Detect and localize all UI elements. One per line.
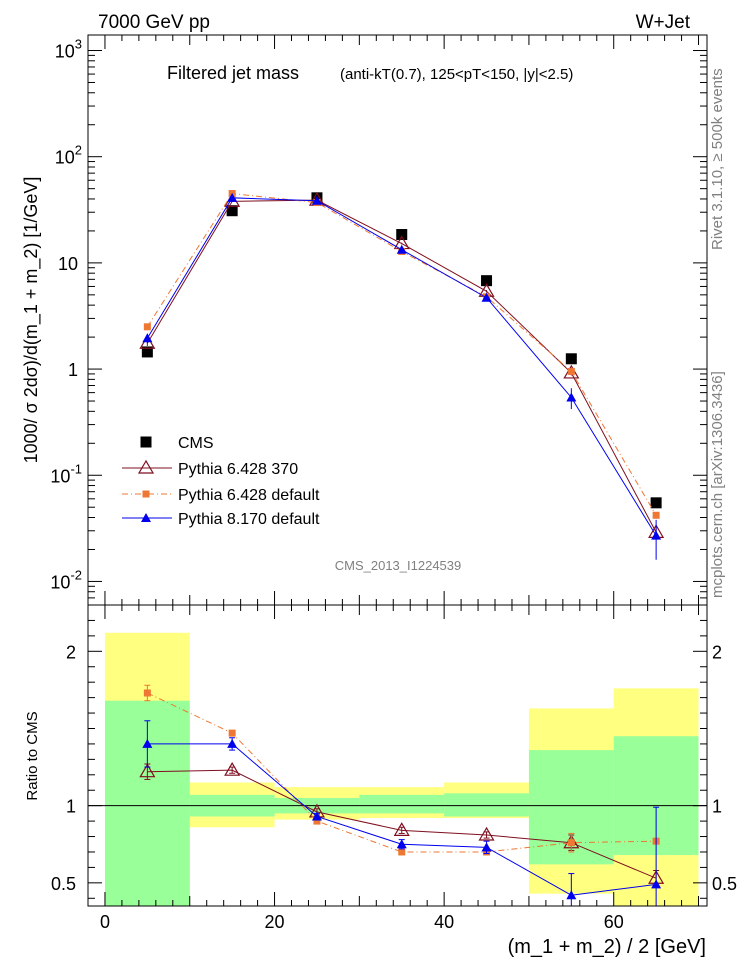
uncertainty-band-green bbox=[444, 793, 529, 817]
ratio-y-tick-label: 1 bbox=[66, 797, 76, 817]
legend-marker bbox=[141, 513, 151, 522]
y-tick-label: 10-2 bbox=[50, 567, 82, 592]
y-tick-label: 10-1 bbox=[50, 461, 82, 486]
chart-subtitle: (anti-kT(0.7), 125<pT<150, |y|<2.5) bbox=[340, 66, 573, 83]
y-axis-label: 1000/ σ 2dσ)/d(m_1 + m_2) [1/GeV] bbox=[21, 177, 42, 464]
ratio-y-tick-label-right: 2 bbox=[712, 642, 722, 662]
ratio-panel-frame bbox=[87, 604, 708, 907]
data-point bbox=[566, 392, 577, 402]
ratio-y-axis-label: Ratio to CMS bbox=[24, 711, 41, 800]
series-pythia-8-170-default bbox=[142, 192, 662, 560]
ratio-y-tick-label-right: 0.5 bbox=[712, 874, 737, 894]
ratio-panel: 0.5 0.51 12 20 20 40 60 bbox=[51, 605, 737, 932]
legend-entry-pythia-6-428-default: Pythia 6.428 default bbox=[122, 487, 320, 504]
y-tick-label: 102 bbox=[55, 143, 82, 168]
x-axis-label: (m_1 + m_2) / 2 [GeV] bbox=[508, 936, 706, 958]
analysis-tag: CMS_2013_I1224539 bbox=[335, 558, 462, 573]
data-point bbox=[143, 323, 151, 331]
data-point bbox=[396, 229, 408, 241]
ratio-data-point bbox=[228, 729, 236, 737]
legend-entry-cms: CMS bbox=[140, 435, 214, 452]
data-point bbox=[565, 353, 577, 365]
y-tick-label: 10 bbox=[58, 254, 78, 274]
legend-marker bbox=[140, 436, 152, 448]
ratio-data-point bbox=[142, 738, 153, 748]
data-point bbox=[651, 530, 662, 540]
ratio-data-point bbox=[224, 761, 241, 776]
ratio-data-point bbox=[567, 839, 575, 847]
collision-energy-label: 7000 GeV pp bbox=[98, 12, 210, 33]
main-panel: 10-2 10-1 1 10 102 103 bbox=[50, 35, 707, 606]
data-point bbox=[396, 244, 407, 254]
ratio-data-point bbox=[478, 826, 495, 841]
legend: CMS Pythia 6.428 370 Pythia 6.428 default P… bbox=[122, 435, 320, 528]
ratio-data-point bbox=[311, 811, 322, 821]
data-point bbox=[142, 333, 153, 343]
rivet-label: Rivet 3.1.10, ≥ 500k events bbox=[709, 68, 726, 250]
ratio-data-point bbox=[313, 817, 321, 825]
data-point bbox=[227, 192, 238, 202]
legend-entry-pythia-6-428-370: Pythia 6.428 370 bbox=[122, 459, 298, 478]
y-tick-label: 103 bbox=[55, 37, 82, 62]
ratio-data-point bbox=[143, 689, 151, 697]
legend-marker bbox=[137, 459, 155, 474]
legend-label: Pythia 6.428 370 bbox=[178, 461, 298, 478]
data-point bbox=[141, 346, 153, 358]
x-tick-label: 0 bbox=[100, 912, 110, 932]
legend-label: CMS bbox=[178, 435, 214, 452]
ratio-series-pythia-8-170-default bbox=[142, 720, 662, 907]
x-tick-label: 20 bbox=[265, 912, 285, 932]
legend-label: Pythia 6.428 default bbox=[178, 487, 320, 504]
data-point bbox=[481, 292, 492, 302]
ratio-y-tick-label-right: 1 bbox=[712, 797, 722, 817]
mcplots-label: mcplots.cern.ch [arXiv:1306.3436] bbox=[709, 371, 726, 598]
ratio-data-point bbox=[566, 890, 577, 900]
legend-marker bbox=[142, 490, 150, 498]
ratio-data-point bbox=[398, 848, 406, 856]
y-tick-label: 1 bbox=[68, 360, 78, 380]
legend-label: Pythia 8.170 default bbox=[178, 511, 320, 528]
ratio-y-tick-label: 0.5 bbox=[51, 874, 76, 894]
ratio-y-tick-label: 2 bbox=[66, 642, 76, 662]
x-tick-label: 40 bbox=[434, 912, 454, 932]
ratio-data-point bbox=[481, 842, 492, 852]
uncertainty-band-green bbox=[359, 794, 445, 814]
x-tick-label: 60 bbox=[604, 912, 624, 932]
process-label: W+Jet bbox=[636, 12, 691, 33]
ratio-data-point bbox=[227, 738, 238, 748]
ratio-data-point bbox=[651, 879, 662, 889]
data-point bbox=[311, 195, 322, 205]
ratio-data-point bbox=[139, 763, 156, 778]
ratio-data-point bbox=[393, 822, 410, 836]
data-point bbox=[481, 275, 493, 287]
data-point bbox=[650, 497, 662, 509]
ratio-data-point bbox=[396, 839, 407, 849]
legend-entry-pythia-8-170-default: Pythia 8.170 default bbox=[122, 511, 320, 528]
data-point bbox=[567, 367, 575, 375]
data-point bbox=[226, 205, 238, 217]
chart-title: Filtered jet mass bbox=[167, 63, 299, 83]
data-point bbox=[652, 511, 660, 519]
